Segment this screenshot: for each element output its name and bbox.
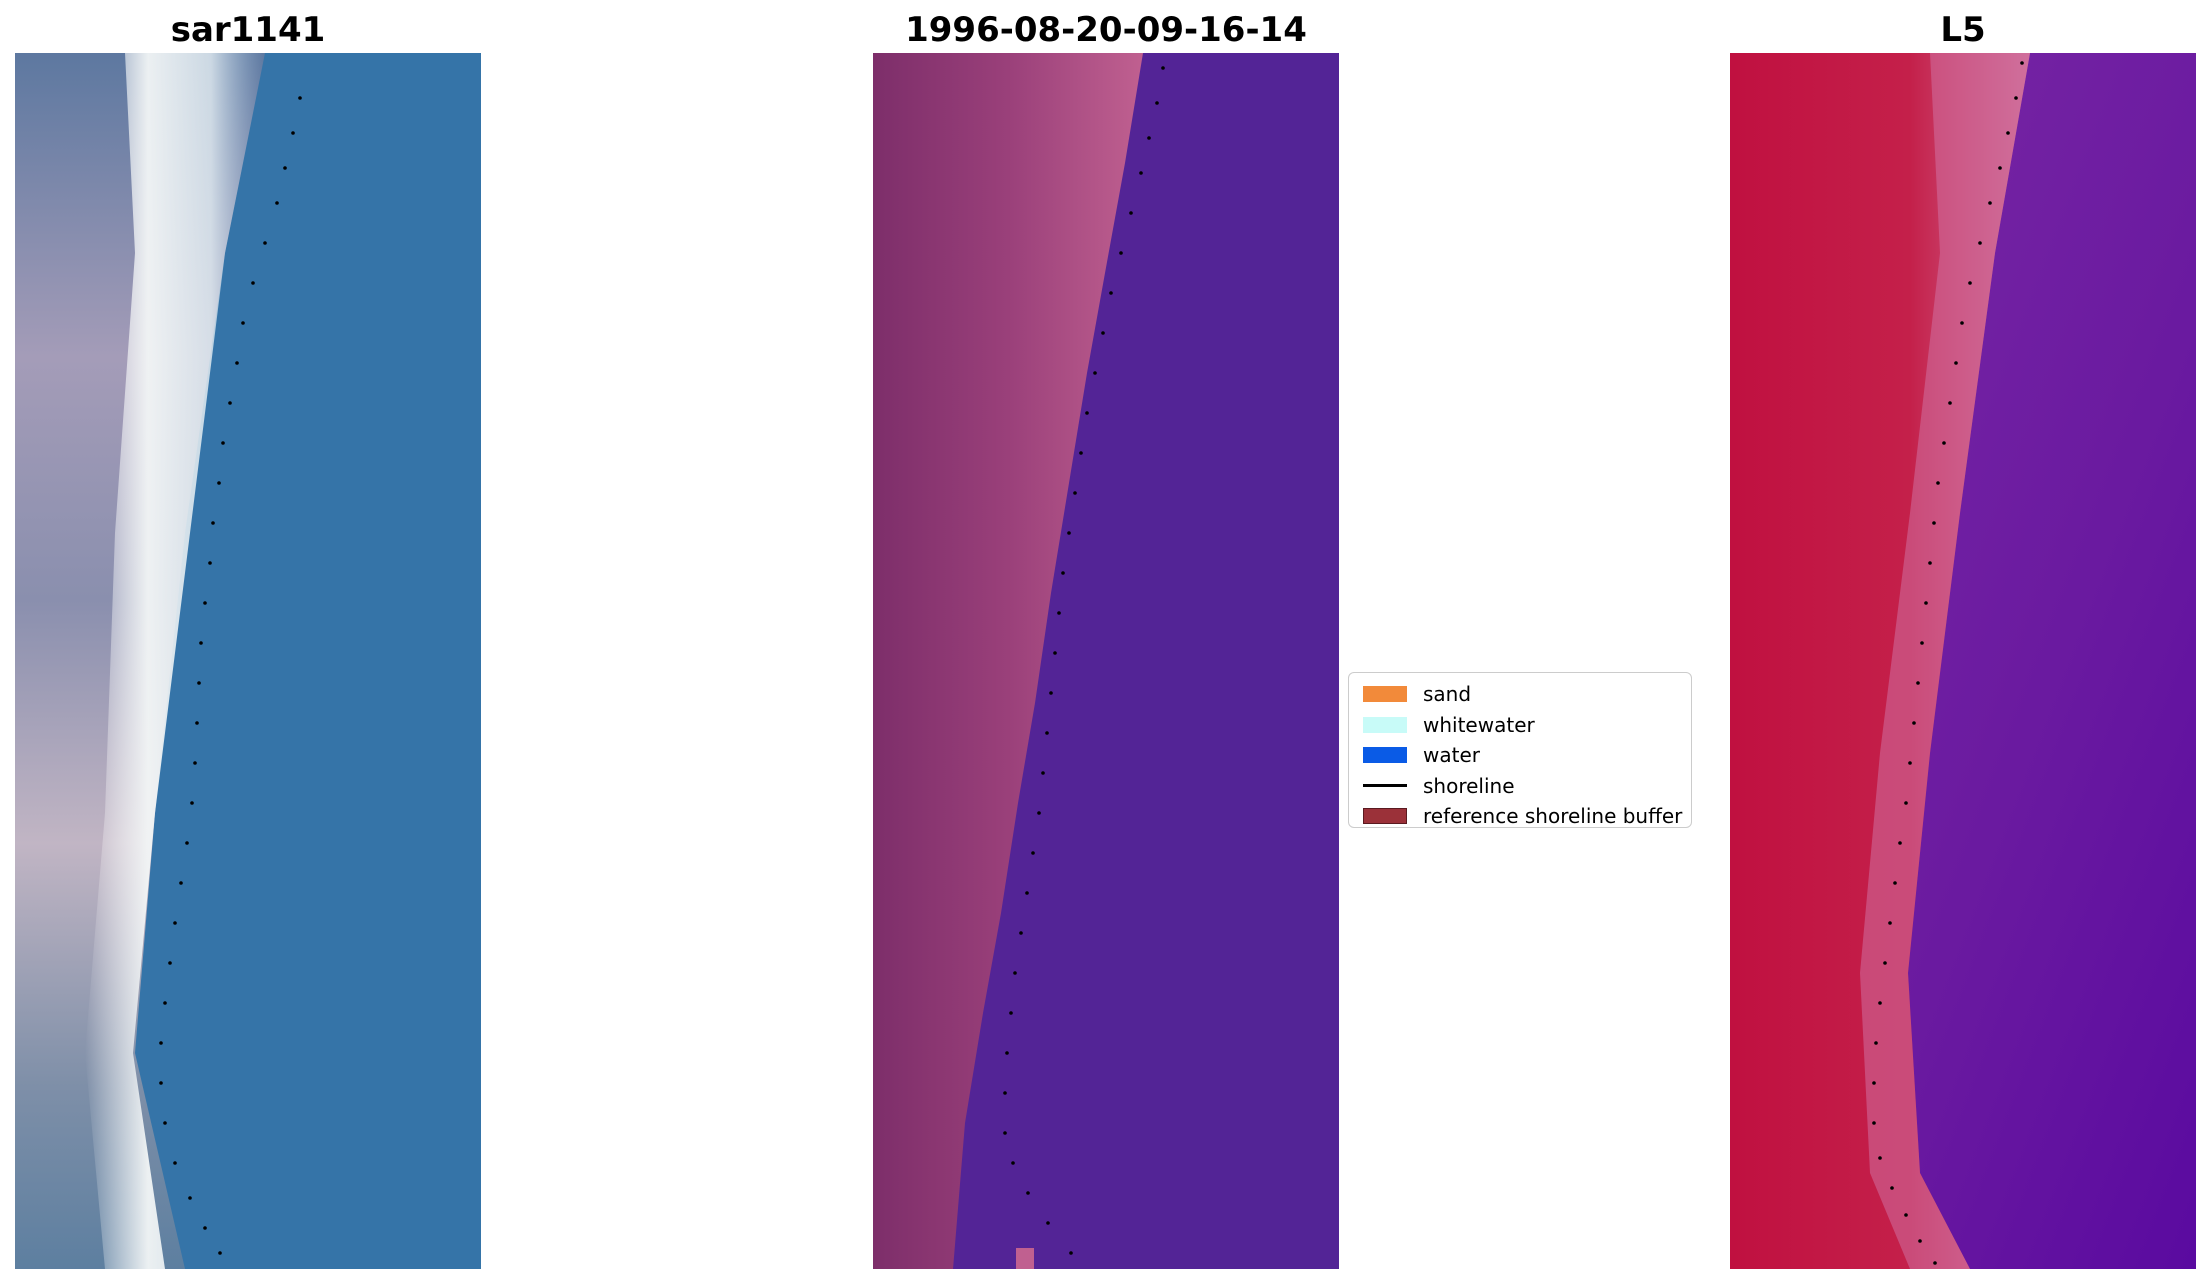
legend-label: whitewater [1423,712,1535,737]
panel-title-classified: 1996-08-20-09-16-14 [905,10,1307,50]
legend-item-whitewater: whitewater [1357,710,1683,741]
legend-swatch-whitewater [1363,716,1407,733]
legend-item-shoreline: shoreline [1357,771,1683,802]
false-color-image [1730,53,2196,1269]
classified-image [873,53,1339,1269]
legend-label: reference shoreline buffer [1423,804,1683,829]
classified-image-panel [873,53,1339,1269]
rgb-image [15,53,481,1269]
legend-item-reference-buffer: reference shoreline buffer [1357,801,1683,832]
false-color-image-panel [1730,53,2196,1269]
legend-label: shoreline [1423,773,1515,798]
legend-line-shoreline [1363,784,1407,788]
panel-title-false-color: L5 [1940,10,1986,50]
legend-swatch-sand [1363,686,1407,703]
panel-title-rgb: sar1141 [170,10,326,50]
legend-swatch-water [1363,747,1407,764]
legend: sand whitewater water shoreline referenc… [1348,672,1692,828]
legend-swatch-reference-buffer [1363,808,1407,825]
legend-item-sand: sand [1357,679,1683,710]
legend-label: water [1423,743,1480,768]
legend-item-water: water [1357,740,1683,771]
legend-label: sand [1423,682,1472,707]
rgb-image-panel [15,53,481,1269]
